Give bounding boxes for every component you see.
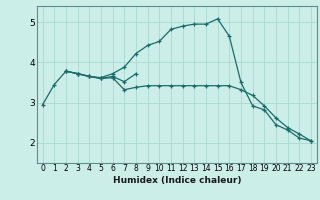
X-axis label: Humidex (Indice chaleur): Humidex (Indice chaleur) — [113, 176, 241, 185]
